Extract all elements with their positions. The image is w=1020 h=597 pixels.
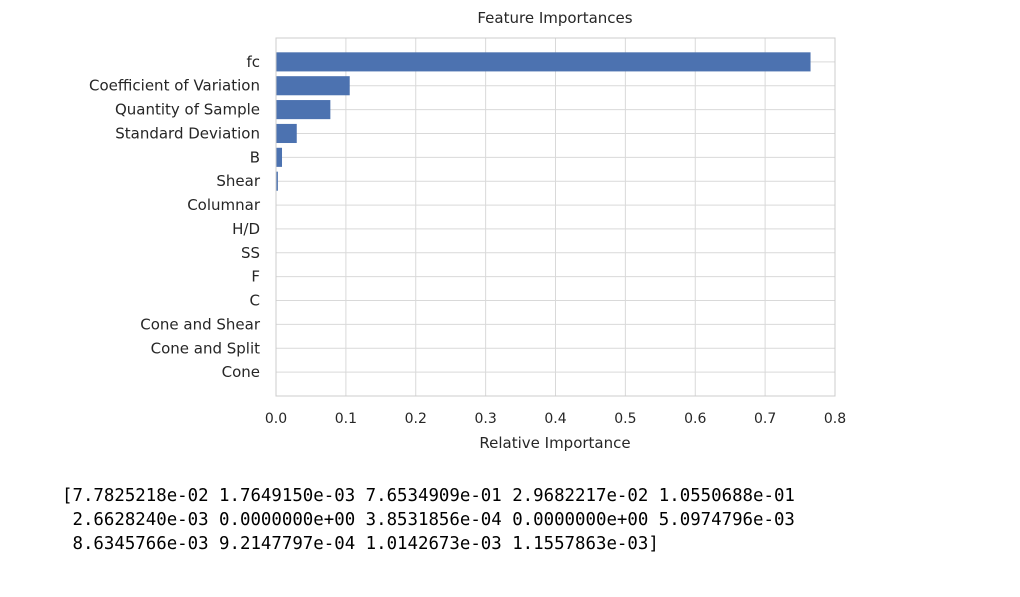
x-tick-label: 0.0 [265,411,287,427]
bar [276,147,283,167]
x-tick-label: 0.5 [614,411,636,427]
x-tick-label: 0.7 [754,411,776,427]
output-line: 8.6345766e-03 9.2147797e-04 1.0142673e-0… [62,534,659,554]
output-line: [7.7825218e-02 1.7649150e-03 7.6534909e-… [62,486,795,506]
bar [276,52,811,72]
category-label: Cone [222,363,260,381]
x-tick-label: 0.2 [405,411,427,427]
category-label: C [250,292,260,310]
chart-title: Feature Importances [477,9,632,27]
gridlines [275,38,836,396]
importance-array-output: [7.7825218e-02 1.7649150e-03 7.6534909e-… [62,484,795,556]
category-label: SS [241,244,260,262]
x-tick-label: 0.6 [684,411,706,427]
x-tick-label: 0.4 [544,411,566,427]
x-tick-labels: 0.0 0.1 0.2 0.3 0.4 0.5 0.6 0.7 0.8 [265,411,846,427]
category-label: Cone and Split [151,339,261,357]
category-label: Standard Deviation [115,124,260,142]
category-label: fc [246,53,260,71]
plot-frame [275,37,836,397]
bar [276,123,297,144]
category-label: H/D [232,220,260,238]
category-label: Shear [216,172,260,190]
output-line: 2.6628240e-03 0.0000000e+00 3.8531856e-0… [62,510,795,530]
bar [276,76,350,96]
x-tick-label: 0.3 [474,411,496,427]
x-tick-label: 0.1 [335,411,357,427]
bar [276,171,278,191]
feature-importance-chart: fc Coefficient of Variation Quantity of Sa… [89,9,846,452]
bars [276,52,811,191]
category-label: Columnar [187,196,261,214]
x-axis-label: Relative Importance [479,434,630,452]
category-label: Quantity of Sample [115,101,260,119]
category-label: Cone and Shear [140,315,261,333]
category-labels: fc Coefficient of Variation Quantity of Sa… [89,53,261,381]
x-tick-label: 0.8 [824,411,846,427]
category-label: F [251,268,260,286]
bar [276,100,331,120]
category-label: Coefficient of Variation [89,77,260,95]
category-label: B [250,148,260,166]
